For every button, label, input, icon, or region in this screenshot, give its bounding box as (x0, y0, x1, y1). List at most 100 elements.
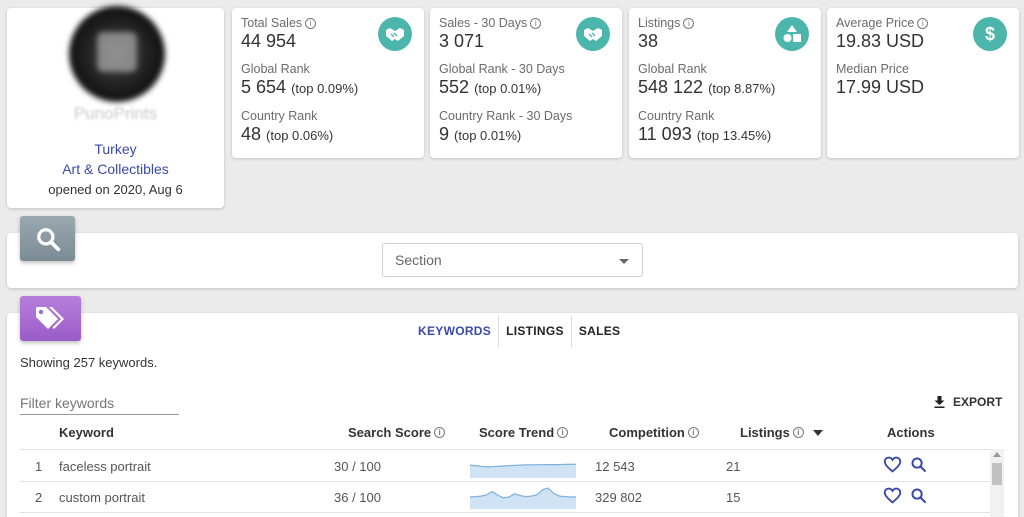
column-score-trend[interactable]: Score Trend i (479, 425, 569, 440)
shop-card: PunoPrints Turkey Art & Collectibles ope… (7, 6, 224, 208)
stat-value: 9 (top 0.01%) (439, 124, 522, 144)
info-icon[interactable]: i (917, 17, 929, 29)
row-actions (883, 487, 927, 504)
handshake-icon (378, 17, 412, 51)
keywords-section: KEYWORDS LISTINGS SALES Showing 257 keyw… (7, 313, 1018, 517)
column-competition[interactable]: Competition i (609, 425, 699, 440)
stat-card-listings: Listings i 38 Global Rank 548 122 (top 8.87%… (629, 8, 821, 158)
scroll-up-icon[interactable] (993, 452, 1001, 457)
table-header-divider (19, 449, 1005, 450)
info-icon: i (557, 427, 569, 438)
stat-rank-percent: (top 13.45%) (696, 128, 772, 143)
stat-value: 19.83 USD (836, 31, 925, 51)
stat-value: 552 (top 0.01%) (439, 77, 542, 97)
row-actions (883, 456, 927, 473)
stat-card-sales-30-days: Sales - 30 Days i 3 071 Global Rank - 30 Da… (430, 8, 622, 158)
stat-rank-percent: (top 0.06%) (266, 128, 334, 143)
keywords-tabs: KEYWORDS LISTINGS SALES (411, 315, 627, 347)
info-icon[interactable]: i (530, 17, 542, 29)
svg-text:$: $ (985, 24, 995, 44)
shop-country-link[interactable]: Turkey (94, 141, 137, 157)
stat-label: Median Price (836, 62, 909, 76)
stat-group: Country Rank 48 (top 0.06%) (241, 109, 415, 146)
sparkline-area (470, 488, 576, 509)
stat-group: Median Price 17.99 USD (836, 62, 1010, 98)
column-search-score[interactable]: Search Score i (348, 425, 446, 440)
section-select[interactable]: Section (382, 243, 643, 277)
info-icon[interactable]: i (683, 17, 695, 29)
listings-cell: 15 (726, 490, 741, 505)
stat-value: 548 122 (top 8.87%) (638, 77, 776, 97)
keyword-cell: custom portrait (59, 490, 145, 505)
chevron-down-icon (619, 259, 629, 264)
keywords-count-text: Showing 257 keywords. (20, 355, 158, 370)
info-icon: i (687, 427, 699, 438)
stat-group: Listings i 38 (638, 16, 812, 52)
stat-group: Global Rank 5 654 (top 0.09%) (241, 62, 415, 99)
stat-group: Global Rank - 30 Days 552 (top 0.01%) (439, 62, 613, 99)
stat-rank-percent: (top 0.01%) (454, 128, 522, 143)
table-scrollbar[interactable] (990, 449, 1004, 517)
stat-group: Country Rank - 30 Days 9 (top 0.01%) (439, 109, 613, 146)
heart-icon[interactable] (883, 456, 902, 473)
search-section: Section (7, 233, 1018, 288)
row-divider (19, 481, 1005, 482)
competition-cell: 12 543 (595, 459, 635, 474)
keywords-section-badge (20, 296, 81, 341)
row-divider (19, 512, 1005, 513)
sparkline-area (470, 464, 576, 478)
column-keyword[interactable]: Keyword (59, 425, 114, 440)
stat-label: Global Rank (638, 62, 707, 76)
stat-value: 48 (top 0.06%) (241, 124, 334, 144)
info-icon: i (434, 427, 446, 438)
tab-listings[interactable]: LISTINGS (498, 315, 571, 347)
shop-avatar (69, 6, 165, 102)
section-select-placeholder: Section (395, 252, 442, 268)
stat-value: 17.99 USD (836, 77, 925, 97)
stat-group: Total Sales i 44 954 (241, 16, 415, 52)
export-label: EXPORT (953, 395, 1003, 409)
stat-card-total-sales: Total Sales i 44 954 Global Rank 5 654 (top … (232, 8, 424, 158)
stat-card-price: $ Average Price i 19.83 USD Median Price 17.9… (827, 8, 1019, 158)
tab-sales[interactable]: SALES (570, 315, 628, 347)
info-icon[interactable]: i (305, 17, 317, 29)
stat-value: 11 093 (top 13.45%) (638, 124, 772, 144)
stat-label: Total Sales i (241, 16, 415, 30)
table-row[interactable]: 2 custom portrait 36 / 100 329 802 15 (19, 481, 999, 512)
search-section-badge (20, 216, 75, 261)
heart-icon[interactable] (883, 487, 902, 504)
scroll-thumb[interactable] (992, 463, 1002, 485)
table-row[interactable]: 1 faceless portrait 30 / 100 12 543 21 (19, 450, 999, 481)
search-icon[interactable] (910, 487, 927, 504)
search-score-cell: 36 / 100 (334, 490, 381, 505)
tab-keywords[interactable]: KEYWORDS (418, 324, 492, 338)
keyword-cell: faceless portrait (59, 459, 151, 474)
stat-group: Average Price i 19.83 USD (836, 16, 1010, 52)
search-icon[interactable] (910, 456, 927, 473)
stat-group: Sales - 30 Days i 3 071 (439, 16, 613, 52)
stat-value: 38 (638, 31, 659, 51)
stat-label: Country Rank (241, 109, 318, 123)
sort-desc-icon (812, 429, 823, 436)
shapes-icon (775, 17, 809, 51)
competition-cell: 329 802 (595, 490, 642, 505)
row-number: 1 (35, 459, 43, 474)
stat-label: Global Rank - 30 Days (439, 62, 565, 76)
column-actions: Actions (887, 425, 935, 440)
column-listings[interactable]: Listings i (740, 425, 823, 440)
stat-group: Country Rank 11 093 (top 13.45%) (638, 109, 812, 146)
stat-rank-percent: (top 0.01%) (474, 81, 542, 96)
filter-keywords-input[interactable] (20, 391, 179, 415)
sparkline-line (470, 487, 576, 499)
score-trend-sparkline (470, 463, 576, 478)
export-button[interactable]: EXPORT (934, 395, 1002, 409)
stat-label: Average Price i (836, 16, 1010, 30)
score-trend-sparkline (470, 487, 576, 509)
shop-name: PunoPrints (73, 104, 158, 123)
shop-category-link[interactable]: Art & Collectibles (62, 161, 169, 177)
listings-cell: 21 (726, 459, 741, 474)
handshake-icon (576, 17, 610, 51)
tags-icon (35, 306, 64, 329)
download-icon (934, 396, 945, 408)
shop-opened-date: opened on 2020, Aug 6 (48, 182, 183, 197)
